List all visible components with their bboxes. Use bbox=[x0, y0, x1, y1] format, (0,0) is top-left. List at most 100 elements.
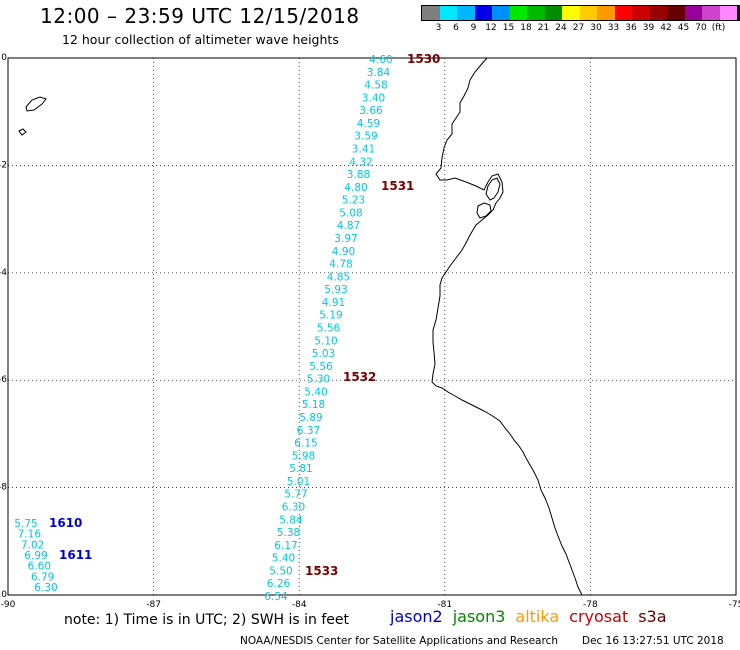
wave-height-value: 4.87 bbox=[337, 220, 360, 232]
wave-height-value: 5.40 bbox=[304, 386, 327, 398]
wave-height-value: 6.79 bbox=[31, 571, 54, 583]
wave-height-value: 5.98 bbox=[292, 450, 315, 462]
color-scale-label: 24 bbox=[555, 23, 567, 33]
color-swatch bbox=[719, 6, 737, 20]
wave-height-value: 6.37 bbox=[297, 425, 320, 437]
wave-height-value: 4.85 bbox=[327, 271, 350, 283]
wave-height-value: 4.91 bbox=[322, 297, 345, 309]
color-swatch bbox=[457, 6, 475, 20]
gulf-of-guayaquil bbox=[485, 177, 501, 201]
color-scale-label: 3 bbox=[435, 23, 442, 33]
wave-height-value: 5.56 bbox=[317, 323, 341, 335]
pass-time-label: 1610 bbox=[49, 516, 82, 530]
color-swatch bbox=[509, 6, 527, 20]
jason2-track: 5.757.167.026.996.606.796.30 bbox=[14, 518, 57, 594]
color-swatch bbox=[492, 6, 510, 20]
color-scale-label: 27 bbox=[572, 23, 585, 33]
color-swatch bbox=[579, 6, 597, 20]
wave-height-value: 5.38 bbox=[277, 527, 300, 539]
wave-height-value: 5.93 bbox=[324, 284, 347, 296]
galapagos-island-small bbox=[18, 128, 27, 136]
longitude-label: -84 bbox=[292, 600, 307, 610]
wave-height-value: 7.02 bbox=[21, 539, 44, 551]
wave-height-value: 5.89 bbox=[299, 412, 322, 424]
wave-height-value: 6.30 bbox=[282, 502, 305, 514]
wave-height-value: 4.58 bbox=[364, 80, 387, 92]
color-scale-label: 30 bbox=[590, 23, 602, 33]
color-swatch bbox=[632, 6, 650, 20]
satellite-legend-cryosat: cryosat bbox=[569, 607, 629, 626]
satellite-legend-altika: altika bbox=[515, 607, 560, 626]
time-labels: 1530 1531 1532 1533 1610 1611 bbox=[49, 52, 440, 578]
color-scale-label: 6 bbox=[453, 23, 459, 33]
south-america-coastline bbox=[431, 57, 583, 596]
wave-height-value: 5.75 bbox=[14, 518, 37, 530]
wave-height-value: 6.30 bbox=[34, 582, 57, 594]
longitude-label: -78 bbox=[583, 600, 598, 610]
wave-height-value: 5.40 bbox=[272, 553, 295, 565]
map-grid bbox=[8, 58, 736, 595]
color-swatch bbox=[614, 6, 632, 20]
color-swatch bbox=[474, 6, 492, 20]
color-scale-label: 45 bbox=[677, 23, 690, 33]
galapagos-island-isabela bbox=[25, 96, 47, 112]
wave-height-value: 5.56 bbox=[309, 361, 333, 373]
wave-height-value: 7.16 bbox=[18, 529, 42, 541]
chart-subtitle: 12 hour collection of altimeter wave hei… bbox=[62, 32, 339, 47]
color-scale-label: (ft) bbox=[711, 23, 726, 33]
wave-height-value: 5.50 bbox=[269, 565, 292, 577]
satellite-legend-s3a: s3a bbox=[638, 607, 667, 626]
credit-line: NOAA/NESDIS Center for Satellite Applica… bbox=[240, 635, 558, 647]
color-swatch bbox=[597, 6, 615, 20]
wave-height-color-scale: 3 6 9 12 15 18 21 24 27 30 33 36 39 42 45 70 (ft) bbox=[421, 5, 740, 33]
color-swatch bbox=[667, 6, 685, 20]
longitude-label: -75 bbox=[729, 600, 740, 610]
longitude-label: -81 bbox=[437, 600, 452, 610]
color-scale-label: 42 bbox=[660, 23, 672, 33]
wave-height-value: 3.66 bbox=[359, 105, 383, 117]
wave-height-value: 6.99 bbox=[24, 550, 47, 562]
color-swatch bbox=[422, 6, 440, 20]
wave-height-value: 3.40 bbox=[362, 92, 385, 104]
latitude-label: -2 bbox=[0, 160, 7, 170]
wave-height-value: 4.80 bbox=[344, 182, 367, 194]
color-swatch bbox=[737, 6, 740, 20]
color-scale-label: 12 bbox=[485, 23, 497, 33]
satellite-legend-jason3: jason3 bbox=[452, 607, 506, 626]
color-scale-label: 18 bbox=[520, 23, 532, 33]
color-swatch bbox=[684, 6, 702, 20]
satellite-legend: jason2 jason3 altika cryosat s3a bbox=[390, 607, 667, 626]
wave-height-value: 4.60 bbox=[369, 54, 392, 66]
latitude-label: 0 bbox=[1, 53, 7, 63]
wave-height-value: 5.84 bbox=[279, 514, 303, 526]
color-scale-label: 33 bbox=[607, 23, 620, 33]
color-scale-label: 15 bbox=[502, 23, 515, 33]
wave-height-value: 5.19 bbox=[319, 310, 342, 322]
latitude-label: -4 bbox=[0, 268, 7, 278]
color-scale-label: 39 bbox=[642, 23, 655, 33]
color-swatch bbox=[544, 6, 562, 20]
latitude-label: -6 bbox=[0, 375, 7, 385]
chart-title: 12:00 – 23:59 UTC 12/15/2018 bbox=[40, 4, 360, 28]
wave-height-value: 4.59 bbox=[357, 118, 380, 130]
wave-height-value: 5.81 bbox=[289, 463, 312, 475]
map-frame bbox=[7, 57, 737, 596]
wave-height-value: 5.30 bbox=[307, 374, 330, 386]
wave-height-value: 4.90 bbox=[332, 246, 355, 258]
longitude-label: -90 bbox=[1, 600, 16, 610]
color-scale-label: 9 bbox=[470, 23, 477, 33]
wave-height-value: 6.15 bbox=[294, 438, 317, 450]
color-scale-labels: 3 6 9 12 15 18 21 24 27 30 33 36 39 42 45 70 (ft) bbox=[421, 23, 740, 33]
pass-time-label: 1530 bbox=[407, 52, 440, 66]
latitude-label: -8 bbox=[0, 483, 7, 493]
wave-height-value: 5.03 bbox=[312, 348, 335, 360]
axis-labels: 0 -2 -4 -6 -8 -10-90 -87 -84 -81 -78 -75 bbox=[0, 53, 740, 610]
color-scale-swatches bbox=[421, 5, 740, 21]
puna-island bbox=[476, 202, 492, 219]
wave-height-value: 5.23 bbox=[342, 195, 365, 207]
wave-height-value: 6.26 bbox=[267, 578, 291, 590]
wave-height-value: 4.32 bbox=[349, 156, 372, 168]
color-swatch bbox=[649, 6, 667, 20]
pass-time-label: 1611 bbox=[59, 548, 92, 562]
color-scale-label: 36 bbox=[625, 23, 637, 33]
